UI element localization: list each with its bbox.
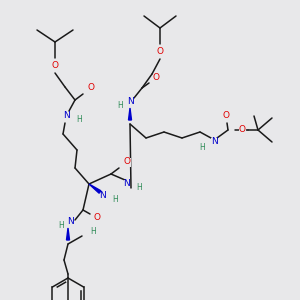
Text: N: N <box>127 98 134 106</box>
Text: N: N <box>68 218 74 226</box>
Text: H: H <box>90 227 96 236</box>
Text: H: H <box>58 221 64 230</box>
Polygon shape <box>128 108 131 120</box>
Text: N: N <box>100 191 106 200</box>
Text: H: H <box>199 142 205 152</box>
Text: H: H <box>76 115 82 124</box>
Text: N: N <box>211 137 218 146</box>
Text: N: N <box>64 112 70 121</box>
Polygon shape <box>67 228 70 240</box>
Polygon shape <box>89 184 101 193</box>
Text: H: H <box>136 184 142 193</box>
Text: N: N <box>124 179 130 188</box>
Text: O: O <box>223 112 230 121</box>
Text: O: O <box>88 83 94 92</box>
Text: H: H <box>112 194 118 203</box>
Text: O: O <box>157 47 164 56</box>
Text: O: O <box>124 158 130 166</box>
Text: O: O <box>152 74 160 82</box>
Text: H: H <box>117 101 123 110</box>
Text: O: O <box>94 214 100 223</box>
Text: O: O <box>52 61 58 70</box>
Text: O: O <box>238 125 245 134</box>
